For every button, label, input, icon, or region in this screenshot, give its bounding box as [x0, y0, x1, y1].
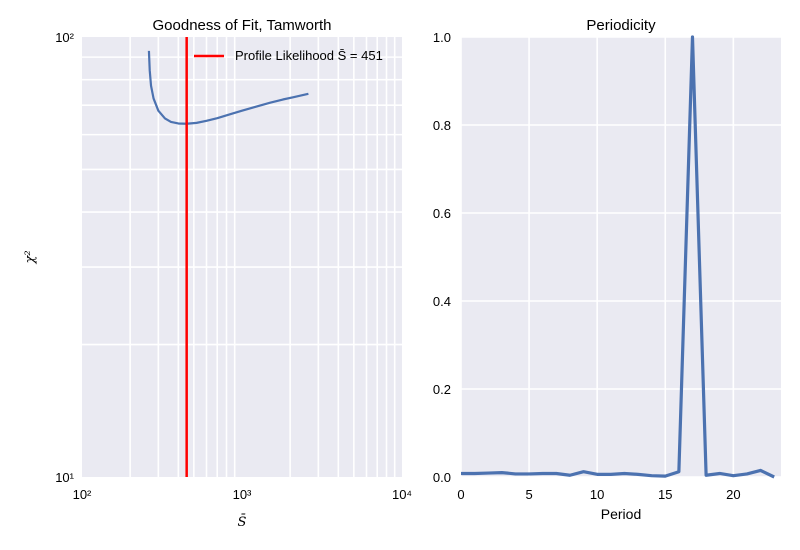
left-xlabel: S̄: [238, 514, 247, 530]
left-grid: [82, 37, 402, 477]
legend-label: Profile Likelihood S̄ = 451: [235, 48, 383, 63]
left-ticks: 10² 10³ 10⁴ 10¹ 10²: [55, 30, 412, 502]
right-xtick-label: 0: [457, 487, 464, 502]
left-lines: [147, 37, 309, 477]
right-plot-area: [461, 37, 781, 477]
right-grid: [460, 36, 781, 478]
right-lines: [461, 35, 775, 479]
right-xtick-label: 15: [658, 487, 672, 502]
right-ticks: 0 5 10 15 20 0.0 0.2 0.4 0.6 0.8 1.0: [433, 30, 741, 502]
right-xtick-label: 20: [726, 487, 740, 502]
right-xtick-label: 5: [525, 487, 532, 502]
left-xtick-label: 10⁴: [392, 487, 412, 502]
left-ylabel: χ²: [23, 250, 38, 264]
right-xlabel: Period: [601, 506, 641, 522]
left-ytick-label: 10²: [55, 30, 74, 45]
right-ytick-label: 0.6: [433, 206, 451, 221]
left-xtick-label: 10²: [73, 487, 92, 502]
right-ytick-label: 0.2: [433, 382, 451, 397]
left-title: Goodness of Fit, Tamworth: [153, 17, 332, 34]
left-xtick-label: 10³: [233, 487, 252, 502]
right-series-line: [461, 35, 775, 479]
right-ytick-label: 0.0: [433, 470, 451, 485]
left-series-line: [147, 50, 309, 125]
right-xtick-label: 10: [590, 487, 604, 502]
right-ytick-label: 0.8: [433, 118, 451, 133]
right-ytick-label: 0.4: [433, 294, 451, 309]
left-ytick-label: 10¹: [55, 470, 74, 485]
right-ytick-label: 1.0: [433, 30, 451, 45]
left-legend: Profile Likelihood S̄ = 451: [194, 48, 383, 63]
right-title: Periodicity: [586, 17, 656, 34]
